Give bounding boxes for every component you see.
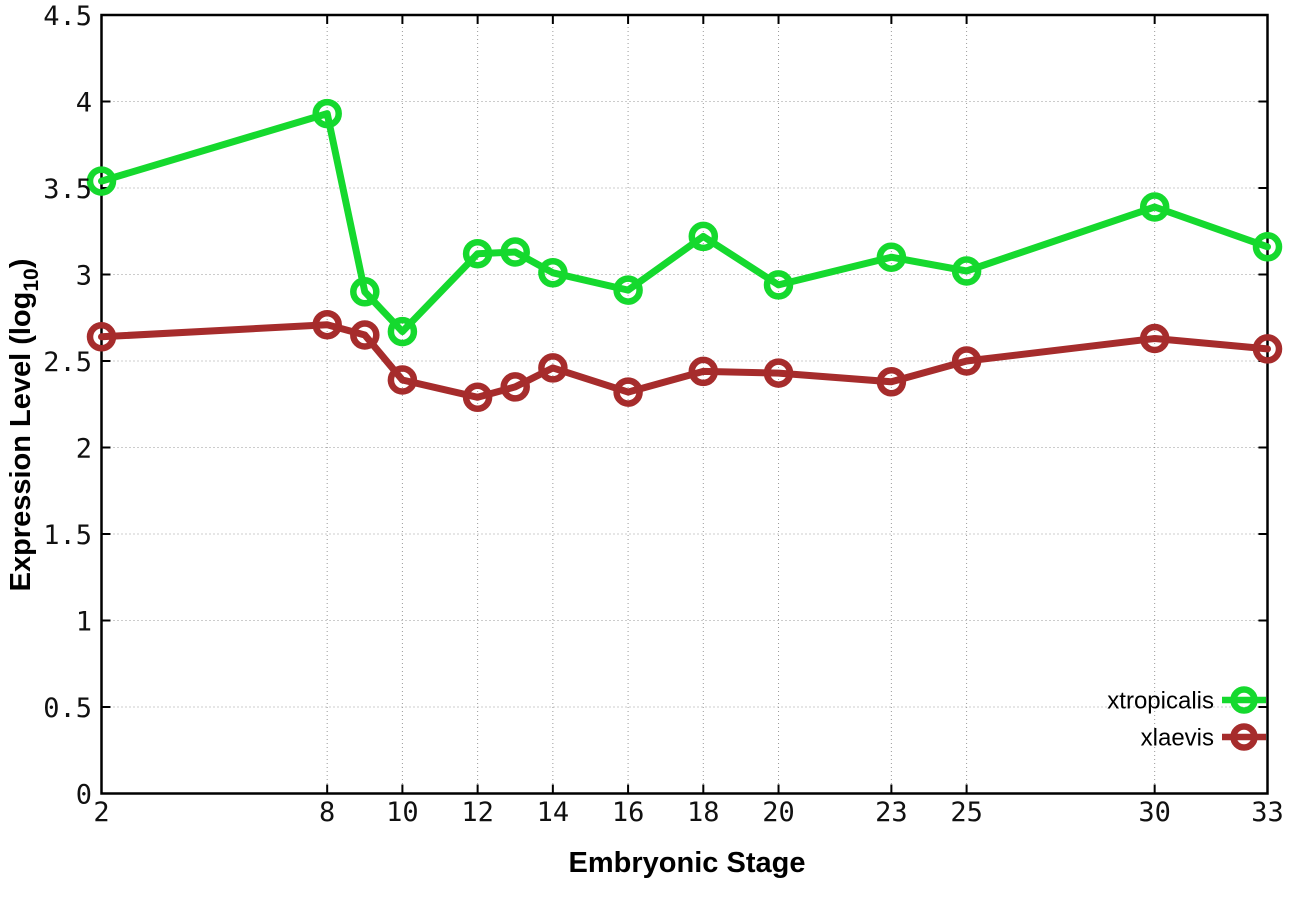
y-tick-label: 2 [76,434,92,465]
data-point-xtropicalis [387,316,418,347]
data-point-xlaevis [312,309,342,340]
data-point-xtropicalis [613,275,643,305]
x-tick-label: 25 [950,797,983,828]
plot-border [100,13,1269,795]
data-point-xtropicalis [500,237,530,267]
x-tick-label: 8 [319,797,335,828]
y-tick-label: 4 [76,88,92,119]
x-tick-label: 30 [1138,797,1171,828]
data-point-xlaevis [1252,334,1283,364]
data-point-xlaevis [350,320,380,350]
x-tick-label: 33 [1251,797,1284,828]
y-tick-label: 0 [76,780,92,811]
data-point-xlaevis [86,322,117,352]
data-point-xtropicalis [951,256,982,286]
x-tick-label: 14 [537,797,570,828]
data-point-xlaevis [613,377,643,407]
x-tick-label: 2 [93,797,109,828]
series-line-xlaevis [98,321,1271,401]
data-point-xtropicalis [462,238,493,269]
data-point-xtropicalis [86,166,117,196]
data-point-xlaevis [462,382,493,413]
y-tick-label: 1.5 [43,520,92,551]
data-point-xtropicalis [312,98,342,129]
legend-label-xlaevis: xlaevis [1141,725,1214,752]
data-point-xtropicalis [1252,232,1283,262]
legend-marker-xtropicalis [1230,686,1258,714]
x-axis-title: Embryonic Stage [569,847,806,879]
data-point-xlaevis [500,372,530,402]
data-point-xlaevis [538,353,568,383]
data-point-xtropicalis [538,258,568,288]
x-tick-label: 16 [612,797,645,828]
y-axis-title-sub: 10 [20,268,43,291]
y-tick-label: 1 [76,607,92,638]
data-point-xtropicalis [763,270,794,300]
data-point-xtropicalis [350,277,380,307]
series-line-xtropicalis [98,110,1271,336]
y-tick-label: 0.5 [43,693,92,724]
data-point-xlaevis [763,358,794,388]
data-point-xlaevis [876,367,907,397]
y-tick-label: 3 [76,261,92,292]
x-tick-label: 10 [386,797,419,828]
data-point-xtropicalis [1139,192,1170,222]
data-point-xlaevis [1139,323,1170,354]
data-point-xlaevis [387,365,418,395]
legend-label-xtropicalis: xtropicalis [1107,688,1214,715]
x-tick-label: 23 [875,797,908,828]
data-point-xtropicalis [688,221,719,252]
y-axis-title-main: Expression Level (log [5,292,37,592]
y-axis-title-close: ) [5,259,37,269]
legend-marker-xlaevis [1230,723,1258,751]
x-tick-label: 20 [762,797,795,828]
x-tick-label: 18 [687,797,720,828]
data-point-xtropicalis [876,242,907,272]
y-tick-label: 3.5 [43,174,92,205]
data-point-xlaevis [951,346,982,376]
data-point-xlaevis [688,356,719,387]
y-tick-label: 2.5 [43,347,92,378]
x-tick-label: 12 [461,797,494,828]
y-tick-label: 4.5 [43,1,92,32]
y-axis-title: Expression Level (log10) [5,259,43,592]
